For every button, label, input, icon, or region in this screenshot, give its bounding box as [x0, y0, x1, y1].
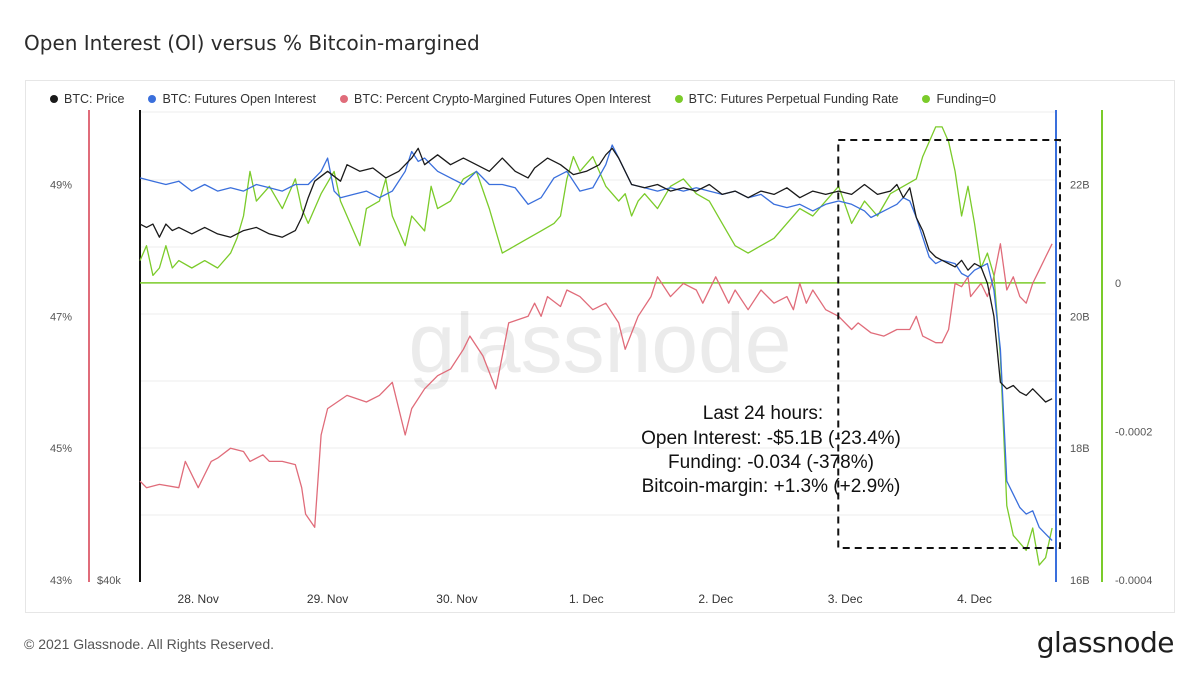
legend-item-funding-zero[interactable]: Funding=0 [922, 92, 996, 106]
series-line-btc-price [139, 147, 1053, 403]
legend-label-price: BTC: Price [64, 92, 125, 106]
legend-dot-funding-rate [674, 95, 683, 103]
legend-label-open-interest: BTC: Futures Open Interest [162, 92, 316, 106]
highlight-layer [837, 139, 1061, 549]
x-tick-label: 28. Nov [178, 592, 219, 606]
page-title: Open Interest (OI) versus % Bitcoin-marg… [24, 31, 480, 55]
oi-tick-label: 22B [1070, 180, 1090, 192]
legend-item-open-interest[interactable]: BTC: Futures Open Interest [148, 92, 316, 106]
chart-legend: BTC: Price BTC: Futures Open Interest BT… [50, 92, 996, 106]
funding-tick-label: -0.0004 [1115, 575, 1152, 587]
highlight-box [837, 139, 1061, 549]
annotation-line-3: Funding: -0.034 (-378%) [668, 452, 874, 473]
x-tick-label: 30. Nov [436, 592, 477, 606]
legend-item-crypto-margined[interactable]: BTC: Percent Crypto-Margined Futures Ope… [339, 92, 651, 106]
series-layer [139, 126, 1053, 566]
legend-label-crypto-margined: BTC: Percent Crypto-Margined Futures Ope… [353, 92, 651, 106]
pct-tick-label: 45% [50, 443, 72, 455]
series-line-btc-percent-crypto-margined-futures-open-interest [139, 243, 1053, 528]
brand-logo[interactable]: glassnode [1036, 626, 1175, 659]
legend-item-funding-rate[interactable]: BTC: Futures Perpetual Funding Rate [674, 92, 899, 106]
legend-dot-price [50, 95, 58, 103]
legend-item-price[interactable]: BTC: Price [50, 92, 124, 106]
pct-tick-label: 43% [50, 575, 72, 587]
annotation-line-2: Open Interest: -$5.1B (-23.4%) [641, 428, 901, 449]
legend-label-funding-rate: BTC: Futures Perpetual Funding Rate [688, 92, 899, 106]
pct-tick-label: 49% [50, 180, 72, 192]
chart-panel [25, 80, 1175, 613]
annotation-line-1: Last 24 hours: [703, 403, 823, 424]
x-tick-label: 29. Nov [307, 592, 348, 606]
price-tick-label: $40k [97, 575, 121, 587]
oi-tick-label: 18B [1070, 443, 1090, 455]
legend-dot-open-interest [148, 95, 157, 103]
x-tick-label: 2. Dec [698, 592, 733, 606]
oi-tick-label: 20B [1070, 311, 1090, 323]
watermark-text: glassnode [409, 296, 792, 390]
annotation-line-4: Bitcoin-margin: +1.3% (+2.9%) [642, 476, 901, 497]
legend-dot-crypto-margined [339, 95, 348, 103]
legend-dot-funding-zero [922, 95, 931, 103]
axes: 49% 47% 45% 43% $40k 22B 20B 18B 16B 0 -0.0002 -0.0… [50, 110, 1152, 606]
x-tick-label: 4. Dec [957, 592, 992, 606]
series-line-btc-futures-perpetual-funding-rate [139, 126, 1053, 566]
x-tick-label: 3. Dec [828, 592, 863, 606]
copyright-footer: © 2021 Glassnode. All Rights Reserved. [24, 636, 275, 652]
gridlines [140, 111, 1056, 516]
oi-tick-label: 16B [1070, 575, 1090, 587]
annotation-text: Last 24 hours: Open Interest: -$5.1B (-2… [641, 403, 901, 497]
pct-tick-label: 47% [50, 311, 72, 323]
funding-tick-label: -0.0002 [1115, 426, 1152, 438]
funding-tick-label: 0 [1115, 278, 1121, 290]
series-line-btc-futures-open-interest [139, 144, 1053, 541]
x-tick-label: 1. Dec [569, 592, 604, 606]
legend-label-funding-zero: Funding=0 [936, 92, 996, 106]
